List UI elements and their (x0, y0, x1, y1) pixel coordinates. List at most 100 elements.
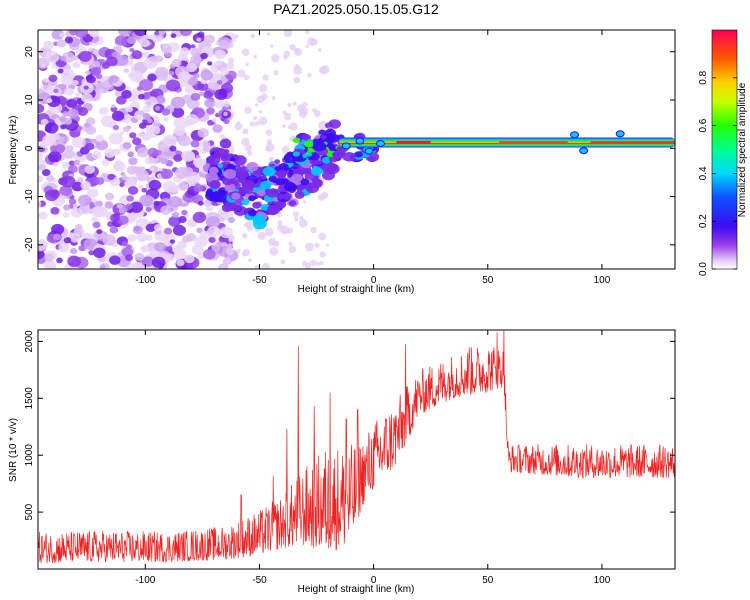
noise-blob (299, 215, 304, 221)
tone-blob (247, 209, 257, 217)
tone-blob (306, 152, 313, 157)
noise-blob (229, 43, 234, 48)
noise-blob (41, 168, 51, 177)
noise-blob (139, 79, 154, 91)
noise-blob (298, 218, 308, 228)
noise-blob (172, 224, 187, 236)
noise-blob (73, 159, 80, 166)
tone-blob (300, 178, 310, 186)
noise-blob (223, 118, 230, 125)
noise-blob (38, 175, 44, 183)
noise-blob (57, 68, 64, 74)
noise-blob (111, 51, 120, 59)
y-tick-label: -10 (24, 189, 35, 204)
noise-blob (292, 211, 300, 218)
noise-blob (196, 227, 203, 234)
noise-blob (319, 66, 327, 75)
noise-blob (60, 124, 67, 130)
noise-blob (138, 122, 147, 129)
noise-blob (111, 104, 116, 109)
colorbar-tick-label: 0.4 (698, 166, 709, 180)
noise-blob (119, 130, 125, 135)
noise-blob (245, 62, 250, 67)
noise-blob (112, 124, 120, 131)
x-tick-label: 50 (482, 275, 494, 286)
noise-blob (46, 174, 55, 182)
noise-blob (46, 98, 53, 104)
noise-blob (136, 86, 143, 91)
noise-blob (190, 44, 196, 49)
x-tick-label: -100 (135, 575, 155, 586)
noise-blob (72, 55, 79, 61)
noise-blob (266, 32, 271, 36)
tone-blob (325, 163, 340, 175)
noise-blob (168, 216, 181, 227)
noise-blob (145, 223, 156, 233)
noise-blob (114, 160, 124, 168)
tone-blob (274, 165, 282, 172)
noise-blob (181, 235, 191, 243)
noise-blob (243, 222, 249, 228)
noise-blob (108, 74, 119, 84)
noise-blob (56, 257, 63, 264)
noise-blob (134, 110, 147, 121)
noise-blob (125, 254, 134, 262)
noise-blob (179, 47, 190, 56)
noise-blob (38, 211, 48, 220)
noise-blob (104, 148, 116, 158)
noise-blob (141, 187, 148, 193)
noise-blob (77, 107, 89, 116)
x-tick-label: -50 (252, 275, 267, 286)
noise-blob (50, 207, 60, 215)
noise-blob (45, 50, 60, 63)
noise-blob (198, 91, 205, 97)
noise-blob (71, 79, 79, 86)
noise-blob (292, 101, 297, 106)
noise-blob (156, 36, 163, 42)
noise-blob (68, 198, 77, 205)
noise-blob (78, 50, 92, 62)
noise-blob (227, 260, 232, 265)
noise-blob (122, 141, 132, 150)
noise-blob (129, 132, 137, 139)
noise-blob (169, 239, 175, 244)
noise-blob (254, 264, 260, 269)
tone-blob (288, 200, 297, 207)
noise-blob (161, 43, 169, 50)
tone-blob (262, 166, 276, 177)
noise-blob (202, 248, 216, 260)
noise-blob (84, 165, 95, 174)
noise-blob (195, 157, 207, 168)
noise-blob (208, 237, 216, 244)
noise-blob (93, 48, 99, 54)
noise-blob (145, 206, 152, 213)
spectrogram-ylabel: Frequency (Hz) (8, 116, 19, 185)
noise-blob (171, 107, 185, 118)
noise-blob (63, 237, 72, 244)
noise-blob (160, 205, 172, 215)
y-tick-label: 1000 (24, 444, 35, 467)
noise-blob (211, 243, 221, 252)
noise-blob (197, 81, 209, 92)
noise-blob (187, 76, 199, 86)
tone-blob (208, 180, 221, 190)
tone-blob (253, 214, 265, 223)
noise-blob (129, 47, 135, 53)
tone-blob (313, 176, 319, 181)
x-tick-label: 100 (594, 575, 611, 586)
tone-knot (364, 147, 374, 155)
noise-blob (193, 184, 204, 193)
noise-blob (197, 128, 209, 138)
noise-blob (205, 205, 214, 212)
tone-blob (294, 191, 305, 199)
y-tick-label: -20 (24, 237, 35, 252)
noise-blob (95, 139, 109, 151)
noise-blob (186, 222, 192, 227)
noise-blob (276, 224, 284, 232)
noise-blob (123, 68, 130, 73)
snr-xlabel: Height of straight line (km) (298, 584, 415, 595)
noise-blob (196, 37, 202, 42)
noise-blob (174, 167, 190, 179)
